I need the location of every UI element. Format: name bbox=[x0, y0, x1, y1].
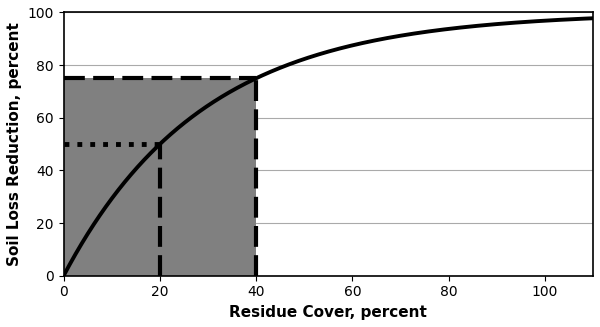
Polygon shape bbox=[64, 78, 256, 276]
Y-axis label: Soil Loss Reduction, percent: Soil Loss Reduction, percent bbox=[7, 22, 22, 266]
X-axis label: Residue Cover, percent: Residue Cover, percent bbox=[229, 305, 427, 320]
